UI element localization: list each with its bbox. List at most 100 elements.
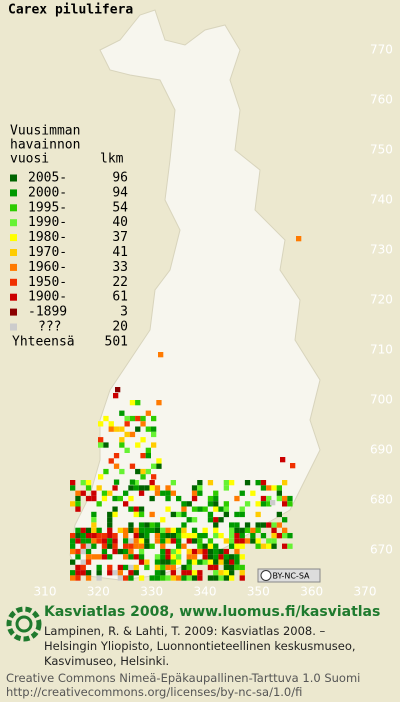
grid-cell bbox=[123, 490, 129, 496]
grid-cell bbox=[244, 527, 251, 533]
grid-cell bbox=[101, 495, 108, 502]
legend-swatch bbox=[10, 308, 17, 316]
grid-cell bbox=[123, 564, 129, 571]
grid-cell bbox=[96, 501, 102, 507]
grid-cell bbox=[271, 543, 277, 549]
grid-cell bbox=[191, 533, 198, 539]
grid-cell bbox=[85, 480, 92, 486]
grid-cell bbox=[160, 517, 166, 523]
grid-cell bbox=[128, 495, 134, 502]
grid-cell bbox=[156, 458, 162, 464]
grid-cell bbox=[255, 480, 261, 486]
grid-cell bbox=[149, 522, 155, 528]
grid-cell bbox=[276, 495, 282, 502]
grid-cell bbox=[218, 570, 224, 576]
grid-cell bbox=[138, 559, 145, 565]
grid-cell bbox=[140, 468, 146, 475]
grid-cell bbox=[151, 474, 157, 480]
grid-cell bbox=[287, 495, 293, 502]
legend-count: 22 bbox=[112, 275, 128, 290]
grid-cell bbox=[276, 485, 282, 491]
grid-cell bbox=[266, 495, 272, 502]
grid-cell bbox=[80, 533, 86, 539]
grid-cell bbox=[85, 527, 92, 533]
grid-cell bbox=[255, 538, 261, 544]
grid-cell bbox=[280, 457, 286, 463]
grid-cell bbox=[112, 570, 118, 576]
grid-cell bbox=[239, 511, 245, 518]
grid-cell bbox=[98, 474, 104, 480]
grid-cell bbox=[234, 495, 240, 502]
grid-cell bbox=[197, 480, 203, 486]
grid-cell bbox=[123, 548, 129, 555]
y-axis-label: 720 bbox=[370, 293, 393, 307]
legend-swatch bbox=[10, 174, 17, 182]
grid-cell bbox=[260, 480, 267, 486]
x-axis-label: 310 bbox=[34, 585, 57, 599]
grid-cell bbox=[149, 575, 155, 581]
grid-cell bbox=[191, 490, 198, 496]
grid-cell bbox=[138, 527, 145, 533]
grid-cell bbox=[144, 538, 150, 544]
grid-cell bbox=[191, 570, 198, 576]
grid-cell bbox=[75, 533, 81, 539]
grid-cell bbox=[239, 533, 245, 539]
grid-cell bbox=[160, 559, 166, 565]
grid-cell bbox=[266, 501, 272, 507]
grid-cell bbox=[165, 506, 171, 512]
license-line: Creative Commons Nimeä-Epäkaupallinen-Ta… bbox=[6, 671, 361, 685]
grid-cell bbox=[239, 538, 245, 544]
grid-cell bbox=[75, 570, 81, 576]
grid-cell bbox=[123, 527, 129, 533]
grid-cell bbox=[129, 463, 136, 469]
grid-cell bbox=[197, 538, 203, 544]
grid-cell bbox=[282, 517, 288, 523]
grid-cell bbox=[170, 554, 176, 560]
grid-cell bbox=[239, 564, 245, 571]
grid-cell bbox=[85, 559, 92, 565]
grid-cell bbox=[250, 490, 256, 496]
grid-cell bbox=[96, 527, 102, 533]
footer-heading: Kasviatlas 2008, www.luomus.fi/kasviatla… bbox=[44, 604, 381, 620]
grid-cell bbox=[101, 538, 108, 544]
grid-cell bbox=[140, 437, 146, 443]
grid-cell bbox=[91, 538, 97, 544]
grid-cell bbox=[128, 554, 134, 560]
legend-swatch bbox=[10, 219, 17, 227]
grid-cell bbox=[70, 575, 76, 581]
grid-cell bbox=[91, 554, 97, 560]
grid-cell bbox=[223, 570, 229, 576]
grid-cell bbox=[107, 522, 113, 528]
grid-cell bbox=[207, 543, 214, 549]
grid-cell bbox=[133, 564, 139, 571]
grid-cell bbox=[133, 533, 139, 539]
grid-cell bbox=[145, 447, 151, 453]
grid-cell bbox=[115, 387, 121, 393]
grid-cell bbox=[160, 538, 166, 544]
grid-cell bbox=[234, 527, 240, 533]
grid-cell bbox=[138, 511, 145, 518]
grid-cell bbox=[75, 554, 81, 560]
grid-cell bbox=[75, 538, 81, 544]
grid-cell bbox=[149, 480, 155, 486]
grid-cell bbox=[218, 559, 224, 565]
grid-cell bbox=[138, 533, 145, 539]
legend-label: ??? bbox=[38, 320, 61, 335]
grid-cell bbox=[149, 495, 155, 502]
grid-cell bbox=[123, 538, 129, 544]
grid-cell bbox=[229, 527, 235, 533]
grid-cell bbox=[138, 543, 145, 549]
grid-cell bbox=[133, 570, 139, 576]
grid-cell bbox=[176, 543, 182, 549]
grid-cell bbox=[113, 479, 120, 485]
grid-cell bbox=[276, 511, 282, 518]
grid-cell bbox=[270, 500, 276, 506]
grid-cell bbox=[170, 511, 176, 518]
grid-cell bbox=[202, 559, 208, 565]
grid-cell bbox=[70, 501, 76, 507]
legend-heading: vuosi bbox=[10, 152, 49, 167]
grid-cell bbox=[119, 468, 125, 475]
grid-cell bbox=[207, 495, 214, 502]
map: Carex pilulifera Vuusimmanhavainnonvuosi… bbox=[8, 3, 393, 599]
grid-cell bbox=[197, 575, 203, 581]
